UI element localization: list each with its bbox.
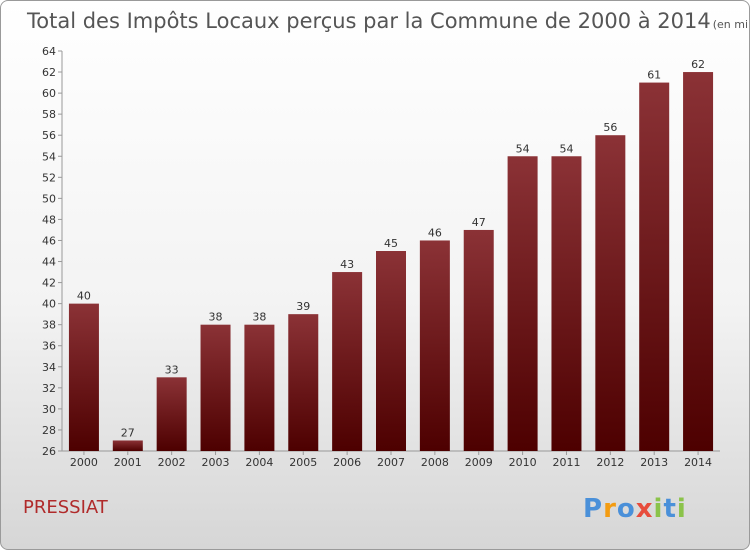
y-tick-label: 56: [42, 129, 56, 142]
logo-letter: x: [636, 494, 654, 524]
chart-title: Total des Impôts Locaux perçus par la Co…: [26, 9, 749, 33]
logo-letter: i: [654, 494, 664, 524]
y-tick-label: 44: [42, 256, 56, 269]
chart-unit-note: (en milliers d'€): [713, 18, 749, 31]
bar: [112, 440, 143, 451]
y-tick-label: 28: [42, 424, 56, 437]
y-tick-label: 50: [42, 192, 56, 205]
bar-value-label: 47: [472, 216, 486, 229]
bar: [683, 72, 714, 451]
bar-value-label: 40: [77, 290, 91, 303]
logo-letter: o: [617, 494, 636, 524]
y-tick-label: 36: [42, 340, 56, 353]
y-tick-label: 32: [42, 382, 56, 395]
bar: [68, 303, 99, 451]
bar-value-label: 43: [340, 258, 354, 271]
bar: [595, 135, 626, 452]
logo-letter: i: [677, 494, 687, 524]
bar: [244, 324, 275, 451]
x-tick-label: 2003: [202, 456, 230, 469]
bar-value-label: 39: [296, 300, 310, 313]
x-tick-label: 2005: [289, 456, 317, 469]
y-tick-label: 62: [42, 66, 56, 79]
bar-value-label: 54: [516, 142, 530, 155]
x-tick-label: 2004: [245, 456, 273, 469]
y-tick-label: 46: [42, 234, 56, 247]
x-tick-label: 2009: [465, 456, 493, 469]
x-tick-label: 2010: [509, 456, 537, 469]
x-tick-label: 2007: [377, 456, 405, 469]
commune-name: PRESSIAT: [23, 497, 109, 518]
x-tick-label: 2006: [333, 456, 361, 469]
bar: [156, 377, 187, 451]
bar: [200, 324, 231, 451]
y-tick-label: 26: [42, 445, 56, 458]
logo-letter: P: [583, 494, 603, 524]
logo-letter: t: [663, 494, 676, 524]
bar: [376, 251, 406, 451]
y-tick-label: 30: [42, 403, 56, 416]
x-tick-label: 2008: [421, 456, 449, 469]
chart-title-text: Total des Impôts Locaux perçus par la Co…: [26, 9, 711, 33]
y-tick-label: 54: [42, 150, 56, 163]
y-tick-label: 40: [42, 298, 56, 311]
bar-value-label: 27: [121, 426, 135, 439]
bar: [463, 229, 494, 451]
x-tick-label: 2000: [70, 456, 98, 469]
x-tick-label: 2011: [552, 456, 580, 469]
x-tick-label: 2012: [596, 456, 624, 469]
y-tick-label: 42: [42, 277, 56, 290]
y-tick-label: 60: [42, 87, 56, 100]
plot-area: 26 28 30 32 34 36 38 40 42 44 46 48 50 52 54 56 58 60 62 64…: [42, 45, 720, 469]
bar-value-label: 33: [165, 363, 179, 376]
y-tick-label: 48: [42, 213, 56, 226]
bar-value-label: 62: [691, 58, 705, 71]
y-tick-label: 64: [42, 45, 56, 58]
bar: [507, 156, 538, 451]
x-tick-label: 2001: [114, 456, 142, 469]
logo-letter: r: [603, 494, 617, 524]
bar: [419, 240, 450, 451]
bar-value-label: 38: [252, 311, 266, 324]
y-tick-label: 34: [42, 361, 56, 374]
bar-value-label: 38: [209, 311, 223, 324]
bar: [639, 82, 670, 451]
bar-value-label: 61: [647, 69, 661, 82]
bar-value-label: 56: [603, 121, 617, 134]
y-tick-label: 52: [42, 171, 56, 184]
bar-value-label: 54: [559, 142, 573, 155]
bar-value-label: 46: [428, 226, 442, 239]
y-tick-label: 58: [42, 108, 56, 121]
x-tick-label: 2014: [684, 456, 712, 469]
bar: [332, 272, 363, 451]
bar: [551, 156, 582, 451]
bar: [288, 314, 319, 451]
bar-value-label: 45: [384, 237, 398, 250]
x-tick-label: 2013: [640, 456, 668, 469]
proxiti-logo: Proxiti: [583, 494, 687, 524]
y-tick-label: 38: [42, 319, 56, 332]
x-tick-label: 2002: [158, 456, 186, 469]
